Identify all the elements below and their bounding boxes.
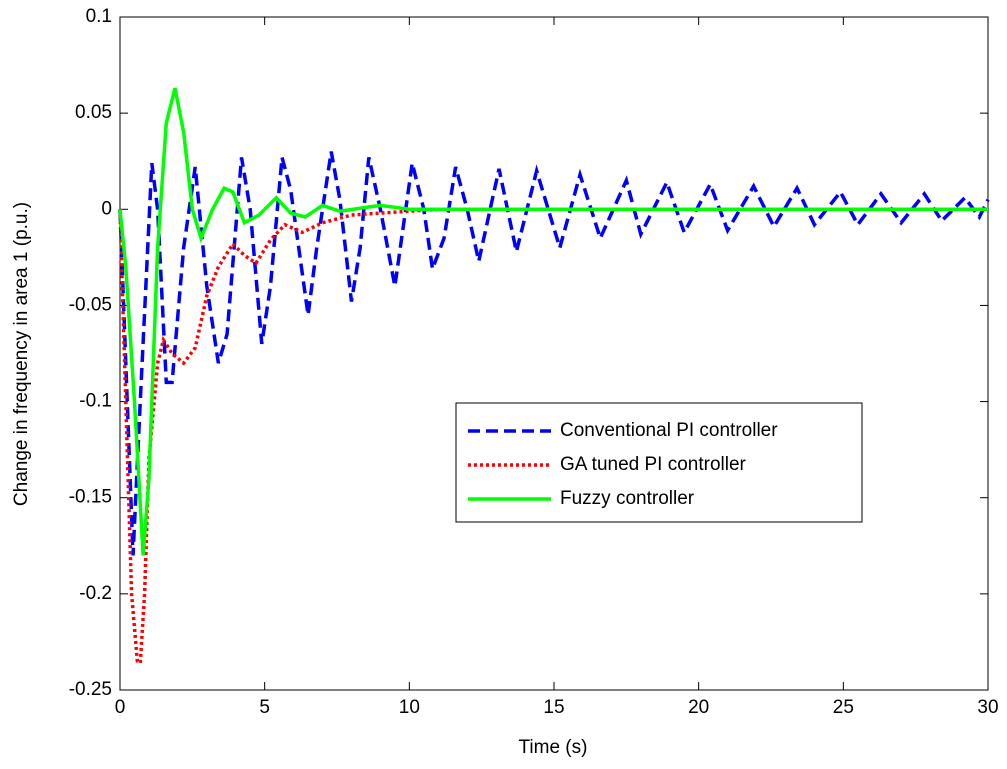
legend: Conventional PI controller GA tuned PI co… — [455, 402, 863, 523]
y-tick-label: -0.15 — [69, 487, 112, 508]
x-tick-label: 25 — [833, 697, 854, 718]
x-tick-label: 15 — [543, 697, 564, 718]
series-line — [118, 207, 988, 667]
legend-box — [455, 402, 863, 523]
legend-label: Conventional PI controller — [560, 420, 778, 441]
x-tick-label: 20 — [688, 697, 709, 718]
x-tick-label: 5 — [259, 697, 270, 718]
y-tick-label: 0.1 — [86, 6, 112, 27]
series-line — [118, 87, 988, 556]
plot-area — [119, 16, 989, 691]
y-tick-label: 0 — [101, 198, 112, 219]
legend-label: GA tuned PI controller — [560, 454, 747, 475]
y-tick-label: -0.1 — [79, 391, 112, 412]
x-tick-label: 30 — [977, 697, 998, 718]
legend-label: Fuzzy controller — [560, 488, 695, 509]
series-line — [118, 151, 990, 556]
x-tick-label: 0 — [115, 697, 126, 718]
y-axis-label: Change in frequency in area 1 (p.u.) — [11, 202, 32, 506]
x-axis-label: Time (s) — [519, 737, 588, 758]
y-tick-label: -0.2 — [79, 583, 112, 604]
y-tick-label: -0.05 — [69, 294, 112, 315]
y-tick-label: -0.25 — [69, 679, 112, 700]
y-tick-label: 0.05 — [75, 102, 112, 123]
x-tick-label: 10 — [399, 697, 420, 718]
